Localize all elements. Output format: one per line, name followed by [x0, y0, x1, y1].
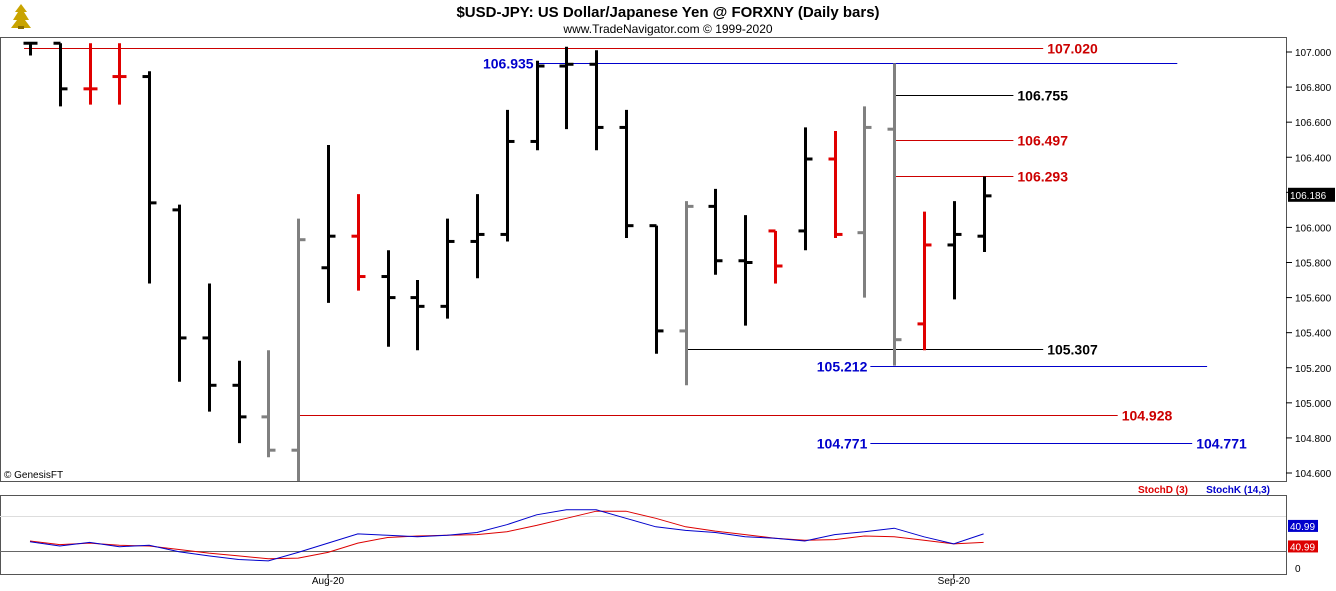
ohlc-bar	[321, 144, 336, 303]
ohlc-bars	[23, 41, 992, 481]
level-label: 105.212	[817, 359, 868, 375]
level-label: 104.771	[1196, 436, 1247, 452]
level-label: 104.928	[1122, 408, 1173, 424]
ohlc-bar	[500, 109, 515, 242]
stochastic-lines: 40.99 40.99 0	[29, 509, 1318, 575]
ohlc-bar	[649, 224, 664, 354]
ohlc-bar	[142, 71, 157, 284]
watermark: © GenesisFT	[4, 470, 63, 481]
ohlc-bar	[917, 211, 932, 351]
ohlc-bar	[619, 109, 634, 238]
price-axis-label: 105.800	[1295, 259, 1332, 270]
level-label: 107.020	[1047, 41, 1098, 57]
ohlc-bar	[738, 215, 753, 326]
chart-title: $USD-JPY: US Dollar/Japanese Yen @ FORXN…	[456, 4, 879, 21]
stoch-k-last-box	[1288, 519, 1318, 532]
price-levels: 107.020 106.935 106.755 106.497 106.293 105.3…	[24, 41, 1247, 452]
ohlc-bar	[112, 43, 127, 105]
stoch-d-last-box	[1288, 540, 1318, 553]
time-axis-label: Sep-20	[938, 576, 971, 587]
stoch-series-line	[29, 509, 984, 562]
chart-subtitle: www.TradeNavigator.com © 1999-2020	[562, 22, 772, 36]
level-label: 105.307	[1047, 342, 1098, 358]
ohlc-bar	[470, 194, 485, 279]
level-label: 106.293	[1017, 169, 1068, 185]
price-pane	[0, 37, 1287, 482]
ohlc-bar	[828, 130, 843, 238]
ohlc-bar	[53, 41, 68, 107]
ohlc-bar	[23, 41, 38, 56]
level-label: 106.497	[1017, 133, 1068, 149]
stoch-d-last-label: 40.99	[1290, 542, 1315, 553]
last-price-box	[1288, 187, 1335, 202]
ohlc-bar	[768, 229, 783, 284]
price-axis-label: 105.400	[1295, 329, 1332, 340]
ohlc-bar	[977, 176, 992, 252]
ohlc-bar	[410, 280, 425, 351]
stoch-series-line	[29, 510, 984, 560]
price-axis-label: 104.800	[1295, 434, 1332, 445]
ohlc-bar	[83, 43, 98, 105]
price-axis-label: 105.200	[1295, 364, 1332, 375]
ohlc-bar	[261, 350, 276, 458]
price-axis-label: 106.800	[1295, 83, 1332, 94]
ohlc-bar	[530, 60, 545, 151]
price-axis-label: 105.600	[1295, 294, 1332, 305]
price-axis-label: 105.000	[1295, 399, 1332, 410]
ohlc-bar	[172, 204, 187, 382]
ohlc-bar	[351, 194, 366, 291]
price-axis-label: 106.000	[1295, 223, 1332, 234]
ohlc-bar	[232, 360, 247, 444]
stoch-pane	[0, 495, 1287, 575]
ohlc-bar	[589, 50, 604, 151]
time-axis: Aug-20 Sep-20	[312, 574, 970, 587]
price-axis-label: 107.000	[1295, 48, 1332, 59]
price-axis-label: 104.600	[1295, 469, 1332, 480]
price-axis-label: 106.600	[1295, 118, 1332, 129]
ohlc-bar	[857, 106, 872, 298]
price-axis: 107.000106.800106.600106.400106.200106.0…	[1286, 48, 1332, 480]
last-price-label: 106.186	[1290, 191, 1327, 202]
ohlc-bar	[202, 283, 217, 412]
stoch-axis-label: 0	[1295, 564, 1301, 575]
ohlc-bar	[798, 127, 813, 251]
ohlc-bar	[679, 201, 694, 386]
level-label: 106.935	[483, 56, 534, 72]
ohlc-bar	[381, 250, 396, 347]
level-label: 106.755	[1017, 88, 1068, 104]
legend-stoch-d: StochD (3)	[1138, 485, 1188, 496]
ohlc-bar	[291, 218, 306, 481]
level-label: 104.771	[817, 436, 868, 452]
ohlc-bar	[887, 63, 902, 366]
legend-stoch-k: StochK (14,3)	[1206, 485, 1270, 496]
time-axis-label: Aug-20	[312, 576, 345, 587]
ohlc-bar	[947, 201, 962, 300]
ohlc-bar	[708, 188, 723, 275]
last-price-marker: 106.186	[1288, 187, 1335, 202]
ohlc-bar	[559, 46, 574, 130]
ohlc-bar	[440, 218, 455, 319]
logo-icon	[6, 3, 36, 31]
stoch-k-last-label: 40.99	[1290, 522, 1315, 533]
price-axis-label: 106.400	[1295, 153, 1332, 164]
